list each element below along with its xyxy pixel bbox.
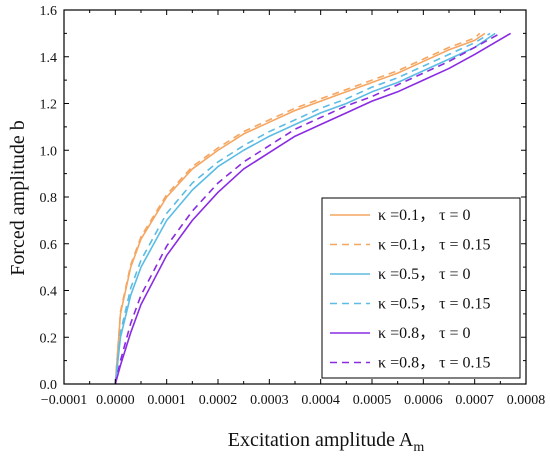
- legend: κ =0.1， τ = 0 κ =0.1， τ = 0.15 κ =0.5， τ =…: [321, 197, 521, 379]
- legend-label-4: κ =0.5， τ = 0.15: [378, 296, 491, 313]
- x-tick-label: 0.0008: [507, 393, 546, 408]
- x-axis-title: Excitation amplitude Am: [228, 429, 425, 455]
- y-tick-label: 1.6: [40, 4, 58, 19]
- series-line-6: [114, 32, 501, 385]
- y-tick-label: 0.8: [40, 191, 58, 206]
- series-line-1: [114, 32, 486, 385]
- series-line-2: [114, 32, 481, 385]
- y-tick-label: 1.4: [40, 51, 58, 66]
- series-layer: [114, 32, 512, 385]
- x-tick-label: 0.0002: [199, 393, 238, 408]
- x-tick-label: 0.0001: [147, 393, 186, 408]
- y-tick-label: 0.6: [40, 238, 58, 253]
- legend-box: [321, 197, 521, 379]
- y-axis-title: Forced amplitude b: [7, 120, 29, 276]
- x-tick-label: 0.0007: [455, 393, 494, 408]
- x-tick-label: 0.0006: [404, 393, 443, 408]
- legend-label-1: κ =0.1， τ = 0: [378, 207, 471, 224]
- legend-label-5: κ =0.8， τ = 0: [378, 325, 471, 342]
- y-tick-label: 0.4: [40, 285, 58, 300]
- x-tick-label: 0.0004: [301, 393, 340, 408]
- x-tick-label: −0.0001: [41, 393, 87, 408]
- y-tick-label: 0.2: [40, 331, 58, 346]
- x-tick-label: 0.0003: [250, 393, 289, 408]
- x-axis-title-subscript: m: [413, 440, 424, 455]
- x-axis-title-main: Excitation amplitude A: [228, 429, 414, 451]
- legend-label-3: κ =0.5， τ = 0: [378, 266, 471, 283]
- series-line-5: [114, 32, 512, 385]
- y-tick-label: 1.0: [40, 144, 58, 159]
- y-tick-label: 0.0: [40, 378, 58, 393]
- axes-layer: −0.0001 0.0000 0.0001 0.0002 0.0003 0.0004 0.0…: [40, 4, 546, 408]
- series-line-4: [114, 32, 491, 385]
- x-tick-label: 0.0005: [353, 393, 392, 408]
- legend-label-2: κ =0.1， τ = 0.15: [378, 237, 491, 254]
- series-line-3: [114, 32, 496, 385]
- y-tick-label: 1.2: [40, 98, 58, 113]
- x-tick-label: 0.0000: [96, 393, 135, 408]
- legend-label-6: κ =0.8， τ = 0.15: [378, 355, 491, 372]
